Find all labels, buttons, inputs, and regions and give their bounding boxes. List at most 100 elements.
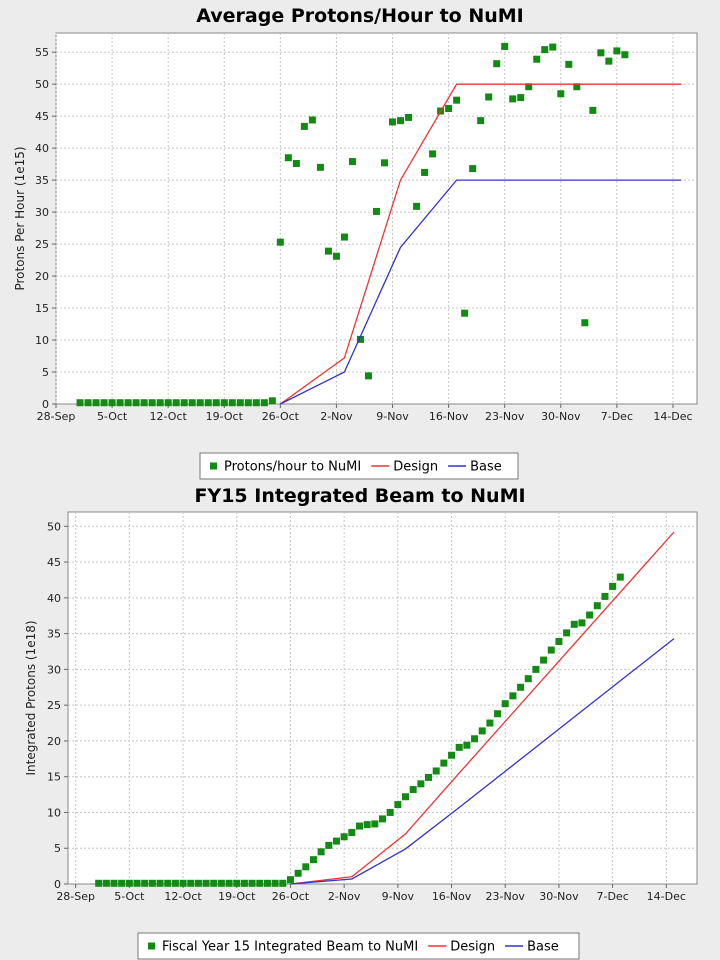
y-tick-label: 25: [47, 699, 61, 712]
data-point: [225, 879, 233, 887]
data-point: [180, 399, 188, 407]
data-point: [486, 719, 494, 727]
y-tick-label: 5: [54, 842, 61, 855]
data-point: [557, 90, 565, 98]
x-tick-label: 16-Nov: [429, 410, 469, 423]
data-point: [485, 93, 493, 101]
data-point: [187, 879, 195, 887]
data-point: [116, 399, 124, 407]
data-point: [621, 51, 629, 59]
data-point: [540, 656, 548, 664]
y-tick-label: 5: [42, 366, 49, 379]
y-tick-label: 35: [47, 628, 61, 641]
y-tick-label: 30: [47, 663, 61, 676]
data-point: [102, 879, 110, 887]
x-tick-label: 12-Oct: [150, 410, 188, 423]
data-point: [425, 773, 433, 781]
data-point: [300, 122, 308, 130]
series-design: [280, 83, 681, 405]
data-point: [316, 163, 324, 171]
y-tick-label: 0: [54, 878, 61, 891]
data-point: [244, 399, 252, 407]
data-point: [124, 399, 132, 407]
data-point: [609, 582, 617, 590]
data-point: [589, 106, 597, 114]
y-tick-label: 50: [35, 78, 49, 91]
x-tick-label: 19-Oct: [218, 890, 256, 903]
plot-area: [67, 511, 698, 885]
data-point: [76, 399, 84, 407]
data-point: [371, 820, 379, 828]
data-point: [202, 879, 210, 887]
data-point: [549, 43, 557, 51]
data-point: [164, 399, 172, 407]
series-base: [290, 638, 675, 885]
data-point: [348, 158, 356, 166]
data-point: [517, 94, 525, 102]
x-tick-label: 19-Oct: [206, 410, 244, 423]
data-point: [613, 47, 621, 55]
data-point: [268, 397, 276, 405]
data-point: [440, 759, 448, 767]
data-point: [133, 879, 141, 887]
data-point: [541, 46, 549, 54]
data-point: [309, 856, 317, 864]
y-tick-label: 20: [35, 270, 49, 283]
data-point: [363, 821, 371, 829]
data-point: [164, 879, 172, 887]
data-point: [286, 876, 294, 884]
data-point: [194, 879, 202, 887]
data-point: [389, 118, 397, 126]
x-tick-label: 7-Dec: [596, 890, 628, 903]
data-point: [402, 793, 410, 801]
x-tick-label: 26-Oct: [262, 410, 300, 423]
data-point: [156, 879, 164, 887]
data-point: [141, 879, 149, 887]
data-point: [461, 309, 469, 317]
data-point: [179, 879, 187, 887]
data-point: [228, 399, 236, 407]
data-point: [517, 683, 525, 691]
legend: Fiscal Year 15 Integrated Beam to NuMI De…: [137, 932, 580, 960]
data-point: [108, 399, 116, 407]
y-tick-label: 20: [47, 735, 61, 748]
data-point: [547, 646, 555, 654]
x-tick-label: 23-Nov: [485, 410, 525, 423]
y-axis-label: Integrated Protons (1e18): [24, 620, 38, 775]
chart-1: 0 5 10 15 20 25 30 35 40 45 50 55 28-Sep 5-Oct 12-Oct 1…: [13, 5, 698, 480]
data-point: [405, 113, 413, 121]
data-point: [217, 879, 225, 887]
series-design: [290, 531, 675, 885]
data-point: [477, 117, 485, 125]
data-point: [616, 573, 624, 581]
data-point: [233, 879, 241, 887]
data-point: [252, 399, 260, 407]
legend-label: Design: [450, 940, 495, 955]
data-point: [417, 780, 425, 788]
x-tick-label: 5-Oct: [97, 410, 128, 423]
x-tick-label: 23-Nov: [486, 890, 526, 903]
data-point: [125, 879, 133, 887]
data-point: [578, 619, 586, 627]
x-tick-label: 14-Dec: [647, 890, 686, 903]
series-base: [280, 179, 681, 405]
y-tick-label: 25: [35, 238, 49, 251]
data-point: [308, 116, 316, 124]
x-tick-label: 9-Nov: [376, 410, 409, 423]
y-tick-label: 30: [35, 206, 49, 219]
data-point: [478, 727, 486, 735]
data-point: [148, 399, 156, 407]
data-point: [271, 879, 279, 887]
data-point: [555, 637, 563, 645]
data-point: [364, 372, 372, 380]
data-point: [597, 49, 605, 57]
data-point: [432, 767, 440, 775]
y-tick-label: 15: [47, 771, 61, 784]
data-point: [248, 879, 256, 887]
legend-label: Protons/hour to NuMI: [224, 460, 361, 475]
data-point: [240, 879, 248, 887]
data-point: [196, 399, 204, 407]
data-point: [601, 592, 609, 600]
data-point: [494, 710, 502, 718]
